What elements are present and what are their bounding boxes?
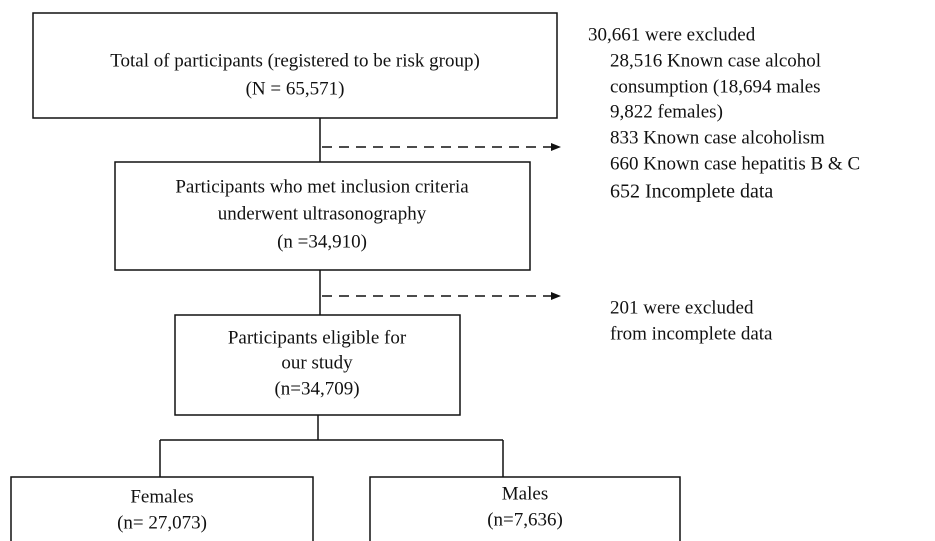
box bbox=[32, 12, 558, 119]
exclusion-text: from incomplete data bbox=[610, 323, 773, 344]
node-text: (n=7,636) bbox=[487, 509, 563, 530]
node-text: Females bbox=[130, 486, 193, 507]
node-text: underwent ultrasonography bbox=[218, 203, 427, 224]
exclusion-text: 660 Known case hepatitis B & C bbox=[610, 153, 860, 174]
exclusion-text: 9,822 females) bbox=[610, 101, 723, 122]
node-text: Total of participants (registered to be … bbox=[110, 50, 480, 71]
box bbox=[114, 161, 531, 271]
box bbox=[369, 476, 681, 541]
box bbox=[10, 476, 314, 541]
exclusion-text: 833 Known case alcoholism bbox=[610, 127, 825, 148]
box bbox=[174, 314, 461, 416]
exclusion-heading: 30,661 were excluded bbox=[588, 24, 756, 45]
node-text: Participants who met inclusion criteria bbox=[175, 176, 469, 197]
node-text: (n=34,709) bbox=[274, 378, 359, 399]
node-text: Participants eligible for bbox=[228, 327, 407, 348]
node-text: (N = 65,571) bbox=[246, 78, 345, 99]
exclusion-text: 201 were excluded bbox=[610, 297, 754, 318]
node-text: our study bbox=[281, 352, 353, 373]
node-text: Males bbox=[502, 483, 548, 504]
exclusion-text: 28,516 Known case alcohol bbox=[610, 50, 821, 71]
node-text: (n =34,910) bbox=[277, 231, 367, 252]
exclusion-text: consumption (18,694 males bbox=[610, 76, 821, 97]
exclusion-text: 652 Incomplete data bbox=[610, 181, 773, 203]
node-text: (n= 27,073) bbox=[117, 512, 207, 533]
